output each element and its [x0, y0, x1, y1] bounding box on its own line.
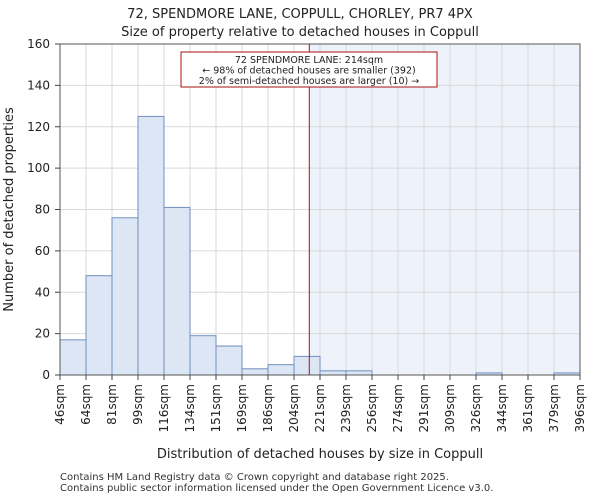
x-tick-label-81sqm: 81sqm: [105, 384, 119, 425]
x-tick-label-256sqm: 256sqm: [365, 384, 379, 432]
x-tick-label-274sqm: 274sqm: [391, 384, 405, 432]
y-tick-label: 100: [27, 161, 50, 175]
title-line-2: Size of property relative to detached ho…: [121, 25, 479, 40]
bar-134sqm: [189, 335, 217, 376]
annotation-box: [180, 51, 438, 88]
x-tick-label-186sqm: 186sqm: [261, 384, 275, 432]
x-axis-label: Distribution of detached houses by size …: [157, 447, 483, 462]
x-tick-label-204sqm: 204sqm: [287, 384, 301, 432]
chart-title: 72, SPENDMORE LANE, COPPULL, CHORLEY, PR…: [0, 6, 600, 42]
bar-186sqm: [267, 364, 295, 376]
bar-221sqm: [319, 370, 347, 376]
x-tick-label-361sqm: 361sqm: [521, 384, 535, 432]
x-tick-label-151sqm: 151sqm: [209, 384, 223, 432]
footer-attribution: Contains HM Land Registry data © Crown c…: [60, 472, 493, 494]
y-tick-label: 20: [35, 327, 50, 341]
x-tick-label-169sqm: 169sqm: [235, 384, 249, 432]
title-line-1: 72, SPENDMORE LANE, COPPULL, CHORLEY, PR…: [127, 7, 473, 22]
bar-81sqm: [111, 217, 139, 376]
y-tick-label: 120: [27, 120, 50, 134]
x-tick-label-116sqm: 116sqm: [157, 384, 171, 432]
x-tick-label-239sqm: 239sqm: [339, 384, 353, 432]
x-tick-label-291sqm: 291sqm: [417, 384, 431, 432]
bar-169sqm: [241, 368, 269, 376]
x-tick-label-221sqm: 221sqm: [313, 384, 327, 432]
annotation-line-1: 72 SPENDMORE LANE: 214sqm: [235, 55, 383, 66]
x-tick-label-344sqm: 344sqm: [495, 384, 509, 432]
bar-116sqm: [163, 206, 191, 376]
y-tick-label: 0: [42, 368, 50, 382]
x-tick-label-46sqm: 46sqm: [53, 384, 67, 425]
bar-64sqm: [85, 275, 113, 376]
y-tick-label: 80: [35, 203, 50, 217]
bar-46sqm: [59, 339, 87, 376]
bar-151sqm: [215, 345, 243, 376]
x-tick-label-309sqm: 309sqm: [443, 384, 457, 432]
x-tick-label-396sqm: 396sqm: [573, 384, 587, 432]
x-tick-label-326sqm: 326sqm: [469, 384, 483, 432]
x-tick-label-64sqm: 64sqm: [79, 384, 93, 425]
y-tick-label: 60: [35, 244, 50, 258]
y-tick-label: 40: [35, 285, 50, 299]
x-tick-label-99sqm: 99sqm: [131, 384, 145, 425]
bar-239sqm: [345, 370, 373, 376]
bar-99sqm: [137, 115, 165, 376]
y-tick-label: 140: [27, 78, 50, 92]
x-tick-label-379sqm: 379sqm: [547, 384, 561, 432]
x-tick-label-134sqm: 134sqm: [183, 384, 197, 432]
annotation-line-3: 2% of semi-detached houses are larger (1…: [199, 76, 419, 87]
bar-204sqm: [293, 355, 321, 376]
y-axis-label: Number of detached properties: [2, 107, 17, 312]
footer-line-2: Contains public sector information licen…: [60, 483, 494, 494]
footer-line-1: Contains HM Land Registry data © Crown c…: [60, 472, 449, 483]
annotation-line-2: ← 98% of detached houses are smaller (39…: [202, 66, 415, 77]
y-tick-label: 160: [27, 37, 50, 51]
